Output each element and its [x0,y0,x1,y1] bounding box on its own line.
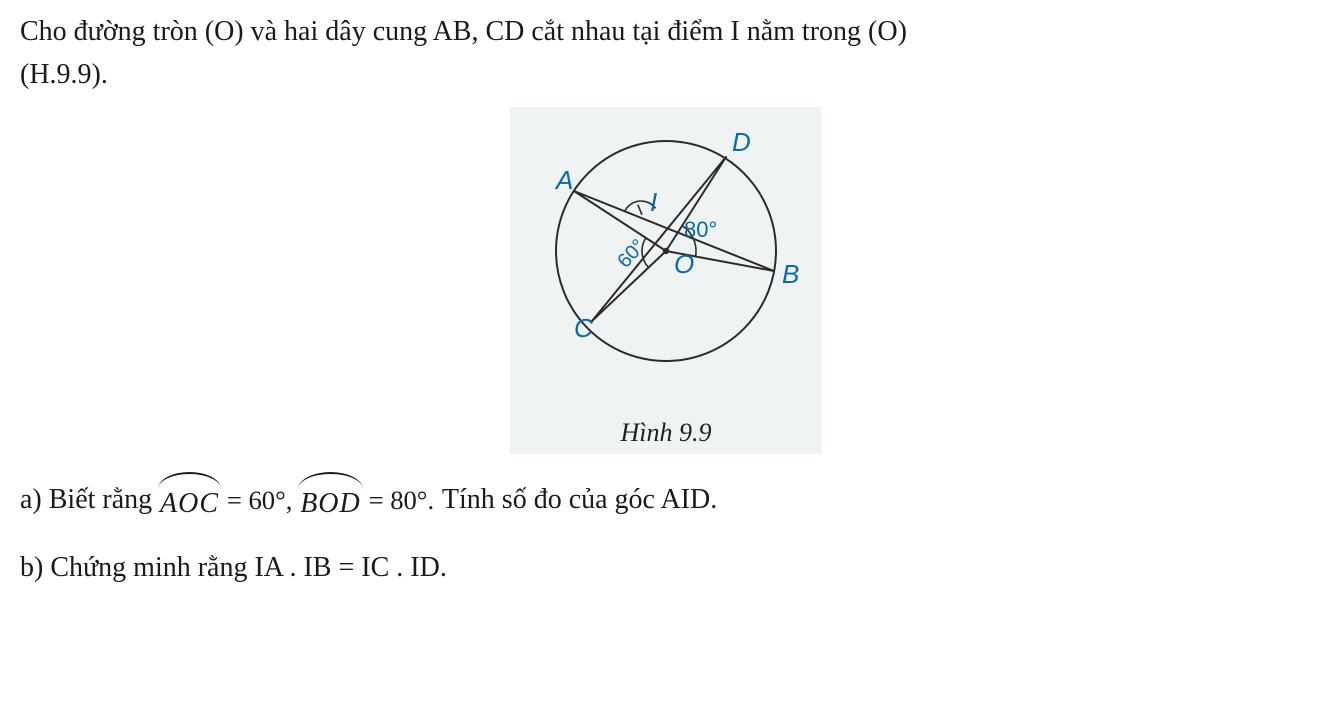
intro-line-2: (H.9.9). [20,59,108,90]
figure-container: ABCDOI60°80° Hình 9.9 [20,107,1312,454]
label-d: D [732,127,751,157]
angle-80: 80° [684,217,717,242]
label-i: I [650,187,657,217]
question-a: a) Biết rằng AOC = 60°, BOD = 80°. Tính … [20,474,1312,527]
part-a-eq1: = 60°, [227,479,293,522]
figure-inner: ABCDOI60°80° Hình 9.9 [510,107,822,454]
figure-caption: Hình 9.9 [516,418,816,448]
part-a-prefix: a) Biết rằng [20,478,152,523]
part-a-eq2: = 80°. [369,479,435,522]
label-a: A [554,165,573,195]
problem-intro: Cho đường tròn (O) và hai dây cung AB, C… [20,10,1312,97]
part-b-text: b) Chứng minh rằng IA . IB = IC . ID. [20,546,447,591]
arc-bod: BOD [300,474,361,527]
label-b: B [782,259,799,289]
arc-aoc: AOC [160,474,219,527]
page: { "problem": { "intro_line1": "Cho đường… [0,0,1332,621]
part-a-tail: Tính số đo của góc AID. [442,478,717,523]
question-b: b) Chứng minh rằng IA . IB = IC . ID. [20,546,1312,591]
intro-line-1: Cho đường tròn (O) và hai dây cung AB, C… [20,16,907,47]
label-c: C [574,313,593,343]
circle-diagram: ABCDOI60°80° [516,111,816,411]
label-o: O [674,249,694,279]
